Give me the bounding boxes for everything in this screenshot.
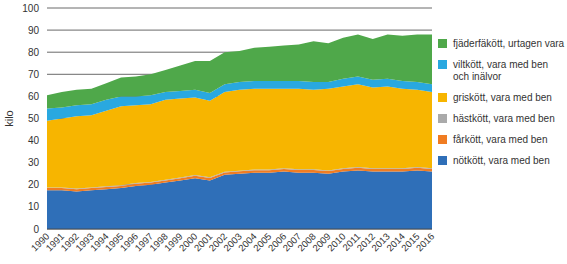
legend-label: fårkött, vara med ben [453,134,548,146]
legend-swatch [438,39,447,48]
y-tick-label: 40 [28,135,40,146]
y-tick-label: 100 [22,3,39,14]
x-tick-label: 2016 [414,231,437,254]
legend: fjäderfäkött, urtagen vara viltkött, vara… [438,38,565,167]
legend-label: nötkött, vara med ben [453,155,550,167]
legend-swatch [438,135,447,144]
legend-label: griskött, vara med ben [453,92,552,104]
legend-label: fjäderfäkött, urtagen vara [453,38,564,50]
y-axis-label: kilo [3,110,15,127]
legend-item: viltkött, vara med ben och inälvor [438,59,565,83]
y-tick-label: 60 [28,91,40,102]
legend-item: griskött, vara med ben [438,92,565,104]
legend-label: hästkött, vara med ben [453,113,555,125]
legend-item: fårkött, vara med ben [438,134,565,146]
y-tick-label: 80 [28,47,40,58]
legend-swatch [438,93,447,102]
legend-item: fjäderfäkött, urtagen vara [438,38,565,50]
legend-swatch [438,156,447,165]
y-tick-label: 90 [28,25,40,36]
legend-swatch [438,114,447,123]
y-tick-label: 30 [28,157,40,168]
legend-label: viltkött, vara med ben och inälvor [453,59,565,83]
grid-line [47,229,432,230]
y-tick-label: 50 [28,113,40,124]
legend-swatch [438,60,447,69]
legend-item: nötkött, vara med ben [438,155,565,167]
grid-line [47,30,432,31]
y-tick-label: 20 [28,179,40,190]
areas [47,35,432,229]
y-tick-label: 70 [28,69,40,80]
x-axis [47,229,432,230]
area [47,35,432,109]
legend-item: hästkött, vara med ben [438,113,565,125]
y-tick-label: 10 [28,201,40,212]
y-tick-label: 0 [33,224,39,235]
grid-line [47,8,432,9]
